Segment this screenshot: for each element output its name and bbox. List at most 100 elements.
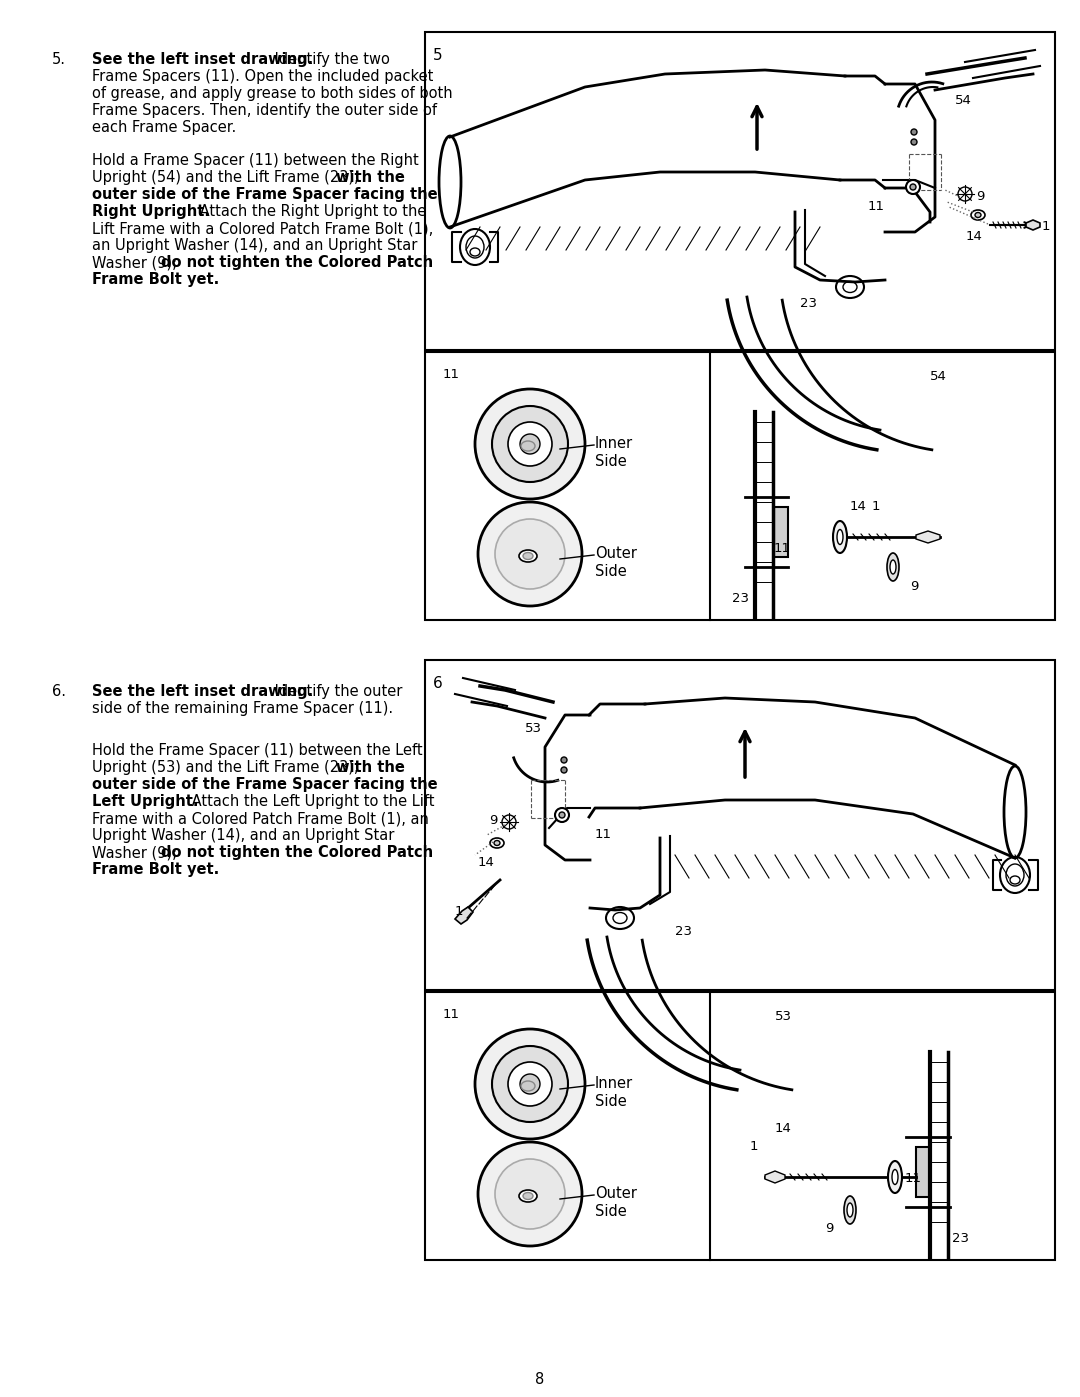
- Text: Hold a Frame Spacer (11) between the Right: Hold a Frame Spacer (11) between the Rig…: [92, 154, 419, 168]
- Text: 11: 11: [774, 542, 791, 555]
- Text: Inner: Inner: [595, 1076, 633, 1091]
- Text: with the: with the: [336, 760, 405, 775]
- Text: do not tighten the Colored Patch: do not tighten the Colored Patch: [161, 256, 433, 270]
- Circle shape: [495, 520, 565, 590]
- Circle shape: [561, 757, 567, 763]
- Text: 8: 8: [536, 1372, 544, 1387]
- Bar: [916, 1147, 930, 1197]
- Text: Frame Spacers (11). Open the included packet: Frame Spacers (11). Open the included pa…: [92, 68, 433, 84]
- Text: Side: Side: [595, 454, 626, 469]
- Circle shape: [475, 1030, 585, 1139]
- Text: outer side of the Frame Spacer facing the: outer side of the Frame Spacer facing th…: [92, 187, 437, 203]
- Circle shape: [519, 434, 540, 454]
- Text: side of the remaining Frame Spacer (11).: side of the remaining Frame Spacer (11).: [92, 701, 393, 717]
- Ellipse shape: [971, 210, 985, 219]
- Text: 14: 14: [850, 500, 867, 513]
- Text: Washer (9);: Washer (9);: [92, 845, 181, 861]
- Text: Frame Bolt yet.: Frame Bolt yet.: [92, 272, 219, 286]
- Circle shape: [478, 502, 582, 606]
- Text: Outer: Outer: [595, 1186, 637, 1201]
- Text: 9: 9: [910, 580, 918, 592]
- Text: 53: 53: [525, 722, 542, 735]
- Bar: [774, 507, 788, 557]
- Circle shape: [912, 138, 917, 145]
- Text: 9: 9: [489, 814, 498, 827]
- Text: 1: 1: [872, 500, 880, 513]
- Circle shape: [559, 812, 565, 819]
- Text: 11: 11: [443, 1009, 460, 1021]
- Ellipse shape: [833, 521, 847, 553]
- Ellipse shape: [888, 1161, 902, 1193]
- Ellipse shape: [519, 1190, 537, 1201]
- Text: Identify the two: Identify the two: [270, 52, 390, 67]
- Ellipse shape: [975, 212, 981, 218]
- Text: Upright Washer (14), and an Upright Star: Upright Washer (14), and an Upright Star: [92, 828, 394, 842]
- Text: Washer (9);: Washer (9);: [92, 256, 181, 270]
- Circle shape: [910, 184, 916, 190]
- Text: Right Upright.: Right Upright.: [92, 204, 210, 219]
- Text: 11: 11: [443, 367, 460, 381]
- Text: 5: 5: [433, 47, 443, 63]
- Text: 9: 9: [976, 190, 984, 203]
- Text: Attach the Left Upright to the Lift: Attach the Left Upright to the Lift: [187, 793, 434, 809]
- Polygon shape: [916, 531, 940, 543]
- Text: Frame with a Colored Patch Frame Bolt (1), an: Frame with a Colored Patch Frame Bolt (1…: [92, 812, 429, 826]
- Text: 23: 23: [732, 592, 750, 605]
- Polygon shape: [1026, 219, 1040, 231]
- Ellipse shape: [521, 1081, 535, 1091]
- Ellipse shape: [519, 550, 537, 562]
- Bar: [426, 992, 1055, 1260]
- Text: Attach the Right Upright to the: Attach the Right Upright to the: [195, 204, 427, 219]
- Text: See the left inset drawing.: See the left inset drawing.: [92, 685, 313, 698]
- Circle shape: [555, 807, 569, 821]
- Text: 5.: 5.: [52, 52, 66, 67]
- Text: 9: 9: [825, 1222, 834, 1235]
- Text: Side: Side: [595, 1094, 626, 1109]
- Ellipse shape: [892, 1169, 897, 1185]
- Circle shape: [508, 1062, 552, 1106]
- Circle shape: [478, 1141, 582, 1246]
- Ellipse shape: [887, 553, 899, 581]
- Text: with the: with the: [336, 170, 405, 184]
- Text: Lift Frame with a Colored Patch Frame Bolt (1),: Lift Frame with a Colored Patch Frame Bo…: [92, 221, 433, 236]
- Circle shape: [502, 814, 516, 828]
- Text: 6.: 6.: [52, 685, 66, 698]
- Bar: [426, 352, 1055, 620]
- Text: 11: 11: [868, 200, 885, 212]
- Text: Inner: Inner: [595, 436, 633, 451]
- Text: 23: 23: [951, 1232, 969, 1245]
- Bar: [426, 659, 1055, 990]
- Text: an Upright Washer (14), and an Upright Star: an Upright Washer (14), and an Upright S…: [92, 237, 417, 253]
- Text: 23: 23: [800, 298, 816, 310]
- Text: 11: 11: [595, 828, 612, 841]
- Text: Upright (54) and the Lift Frame (23),: Upright (54) and the Lift Frame (23),: [92, 170, 363, 184]
- Ellipse shape: [837, 529, 843, 545]
- Text: Outer: Outer: [595, 546, 637, 562]
- Text: Upright (53) and the Lift Frame (23),: Upright (53) and the Lift Frame (23),: [92, 760, 363, 775]
- Ellipse shape: [523, 1193, 534, 1200]
- Ellipse shape: [521, 441, 535, 451]
- Text: 53: 53: [775, 1010, 792, 1023]
- Text: 54: 54: [930, 370, 947, 383]
- Circle shape: [492, 407, 568, 482]
- Text: outer side of the Frame Spacer facing the: outer side of the Frame Spacer facing th…: [92, 777, 437, 792]
- Ellipse shape: [490, 838, 504, 848]
- Text: See the left inset drawing.: See the left inset drawing.: [92, 52, 313, 67]
- Text: Side: Side: [595, 564, 626, 578]
- Circle shape: [561, 767, 567, 773]
- Circle shape: [475, 388, 585, 499]
- Text: 1: 1: [1042, 219, 1051, 233]
- Text: Hold the Frame Spacer (11) between the Left: Hold the Frame Spacer (11) between the L…: [92, 743, 422, 759]
- Text: of grease, and apply grease to both sides of both: of grease, and apply grease to both side…: [92, 87, 453, 101]
- Text: 6: 6: [433, 676, 443, 692]
- Text: 14: 14: [775, 1122, 792, 1134]
- Polygon shape: [455, 907, 473, 923]
- Circle shape: [492, 1046, 568, 1122]
- Text: each Frame Spacer.: each Frame Spacer.: [92, 120, 237, 136]
- Bar: [426, 32, 1055, 351]
- Text: 11: 11: [905, 1172, 922, 1185]
- Ellipse shape: [494, 841, 500, 845]
- Circle shape: [508, 422, 552, 467]
- Text: Frame Spacers. Then, identify the outer side of: Frame Spacers. Then, identify the outer …: [92, 103, 437, 117]
- Circle shape: [519, 1074, 540, 1094]
